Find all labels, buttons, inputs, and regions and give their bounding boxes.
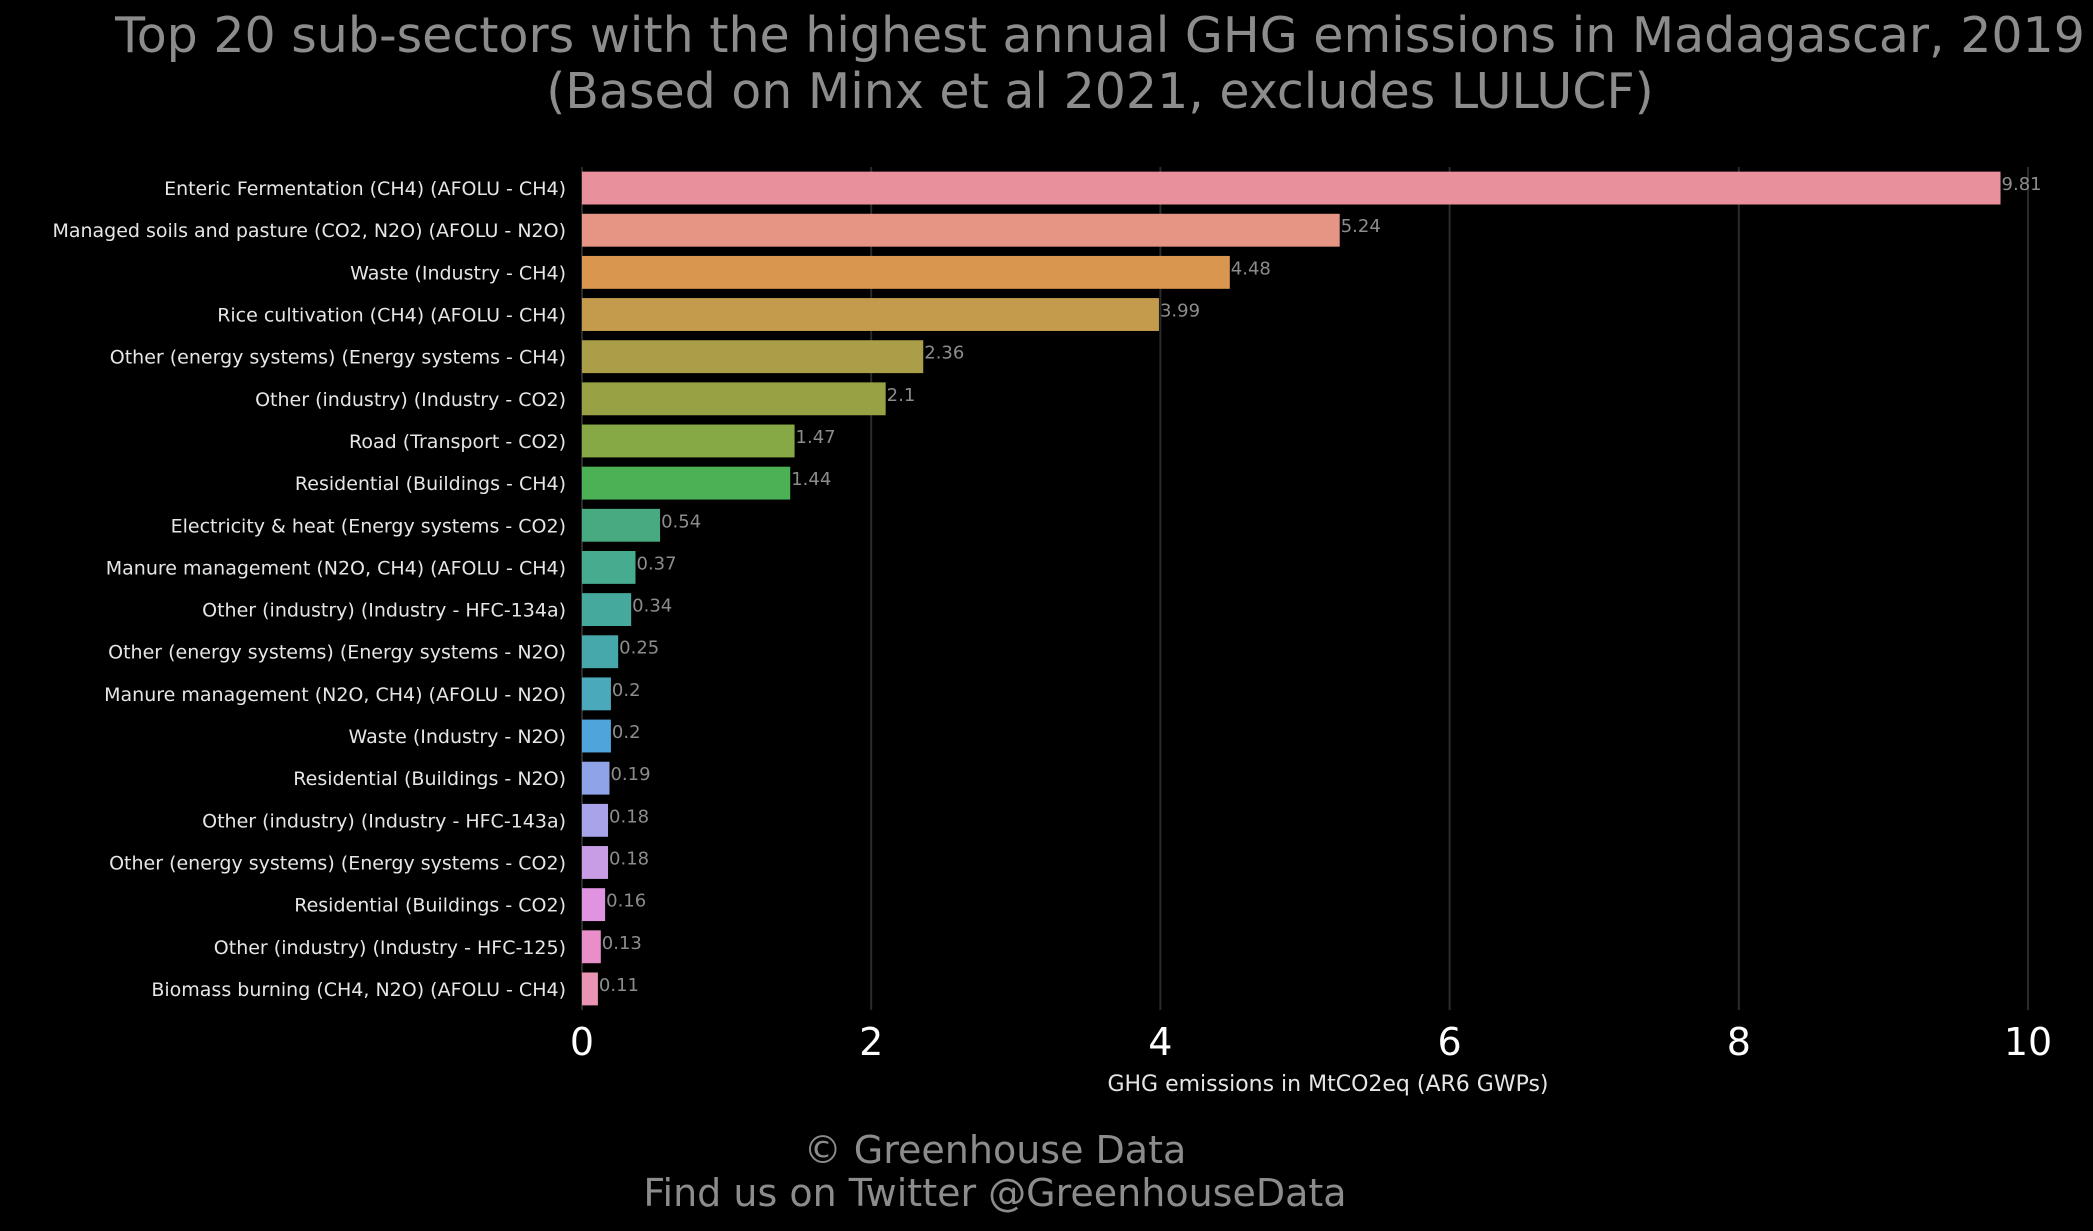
bar (582, 508, 661, 542)
category-label: Other (industry) (Industry - HFC-125) (214, 937, 566, 959)
bar (582, 846, 609, 879)
chart-title: Top 20 sub-sectors with the highest annu… (114, 7, 2085, 64)
x-axis-label: GHG emissions in MtCO2eq (AR6 GWPs) (1107, 1072, 1548, 1097)
x-tick-label: 2 (859, 1020, 883, 1064)
value-label: 3.99 (1160, 301, 1200, 322)
bars (582, 171, 2001, 1006)
value-label: 0.18 (609, 848, 649, 869)
value-label: 0.13 (602, 933, 642, 954)
category-label: Enteric Fermentation (CH4) (AFOLU - CH4) (164, 178, 566, 200)
value-label: 0.34 (632, 596, 672, 617)
bar (582, 972, 598, 1006)
bar (582, 382, 886, 416)
footer-copyright: © Greenhouse Data (804, 1128, 1187, 1172)
value-label: 1.47 (796, 427, 836, 448)
bar (582, 677, 611, 711)
category-label: Residential (Buildings - CH4) (295, 473, 566, 495)
category-label: Manure management (N2O, CH4) (AFOLU - N2… (104, 684, 566, 706)
category-label: Electricity & heat (Energy systems - CO2… (171, 515, 566, 537)
x-tick-label: 6 (1438, 1020, 1462, 1064)
value-label: 0.11 (599, 975, 639, 996)
bar (582, 213, 1340, 247)
bar (582, 298, 1159, 331)
value-label: 2.36 (924, 343, 964, 364)
value-label: 0.25 (619, 638, 659, 659)
category-label: Rice cultivation (CH4) (AFOLU - CH4) (217, 305, 566, 327)
category-label: Waste (Industry - N2O) (349, 726, 566, 748)
bar (582, 340, 924, 374)
value-label: 2.1 (887, 385, 916, 406)
x-tick-label: 8 (1727, 1020, 1751, 1064)
category-label: Managed soils and pasture (CO2, N2O) (AF… (52, 220, 566, 242)
category-label: Residential (Buildings - N2O) (293, 768, 566, 790)
value-label: 0.54 (661, 511, 701, 532)
category-labels: Enteric Fermentation (CH4) (AFOLU - CH4)… (52, 178, 566, 1001)
x-tick-label: 4 (1148, 1020, 1172, 1064)
bar (582, 930, 601, 964)
value-label: 4.48 (1231, 258, 1271, 279)
category-label: Residential (Buildings - CO2) (294, 895, 566, 917)
bar (582, 466, 791, 500)
category-label: Waste (Industry - CH4) (350, 262, 566, 284)
footer-twitter: Find us on Twitter @GreenhouseData (643, 1171, 1346, 1215)
chart-subtitle: (Based on Minx et al 2021, excludes LULU… (546, 63, 1654, 120)
value-label: 9.81 (2002, 174, 2042, 195)
category-label: Other (energy systems) (Energy systems -… (110, 347, 566, 369)
category-label: Other (industry) (Industry - HFC-134a) (202, 600, 566, 622)
category-label: Other (energy systems) (Energy systems -… (108, 642, 566, 664)
value-label: 0.19 (610, 764, 650, 785)
value-label: 0.18 (609, 806, 649, 827)
gridlines (581, 167, 2029, 1010)
value-label: 0.2 (612, 722, 641, 743)
bar (582, 761, 610, 795)
category-label: Road (Transport - CO2) (349, 431, 566, 453)
category-label: Manure management (N2O, CH4) (AFOLU - CH… (106, 557, 566, 579)
x-tick-label: 0 (570, 1020, 594, 1064)
bar (582, 550, 636, 584)
bar (582, 888, 606, 922)
bar (582, 593, 632, 627)
bar (582, 171, 2001, 205)
category-label: Other (energy systems) (Energy systems -… (109, 852, 566, 874)
bar (582, 424, 795, 458)
bar (582, 635, 619, 669)
value-label: 0.2 (612, 680, 641, 701)
value-label: 1.44 (791, 469, 831, 490)
category-label: Other (industry) (Industry - CO2) (255, 389, 566, 411)
value-label: 0.37 (637, 553, 677, 574)
value-labels: 9.81 5.24 4.48 3.99 2.36 2.1 1.47 1.44 0.54 0.37 0… (599, 174, 2042, 996)
value-label: 5.24 (1341, 216, 1381, 237)
bar (582, 719, 611, 753)
category-label: Other (industry) (Industry - HFC-143a) (202, 810, 566, 832)
value-label: 0.16 (606, 891, 646, 912)
bar (582, 255, 1230, 289)
x-axis-ticks: 0 2 4 6 8 10 (570, 1020, 2052, 1064)
category-label: Biomass burning (CH4, N2O) (AFOLU - CH4) (151, 979, 566, 1001)
x-tick-label: 10 (2004, 1020, 2052, 1064)
bar (582, 803, 609, 837)
